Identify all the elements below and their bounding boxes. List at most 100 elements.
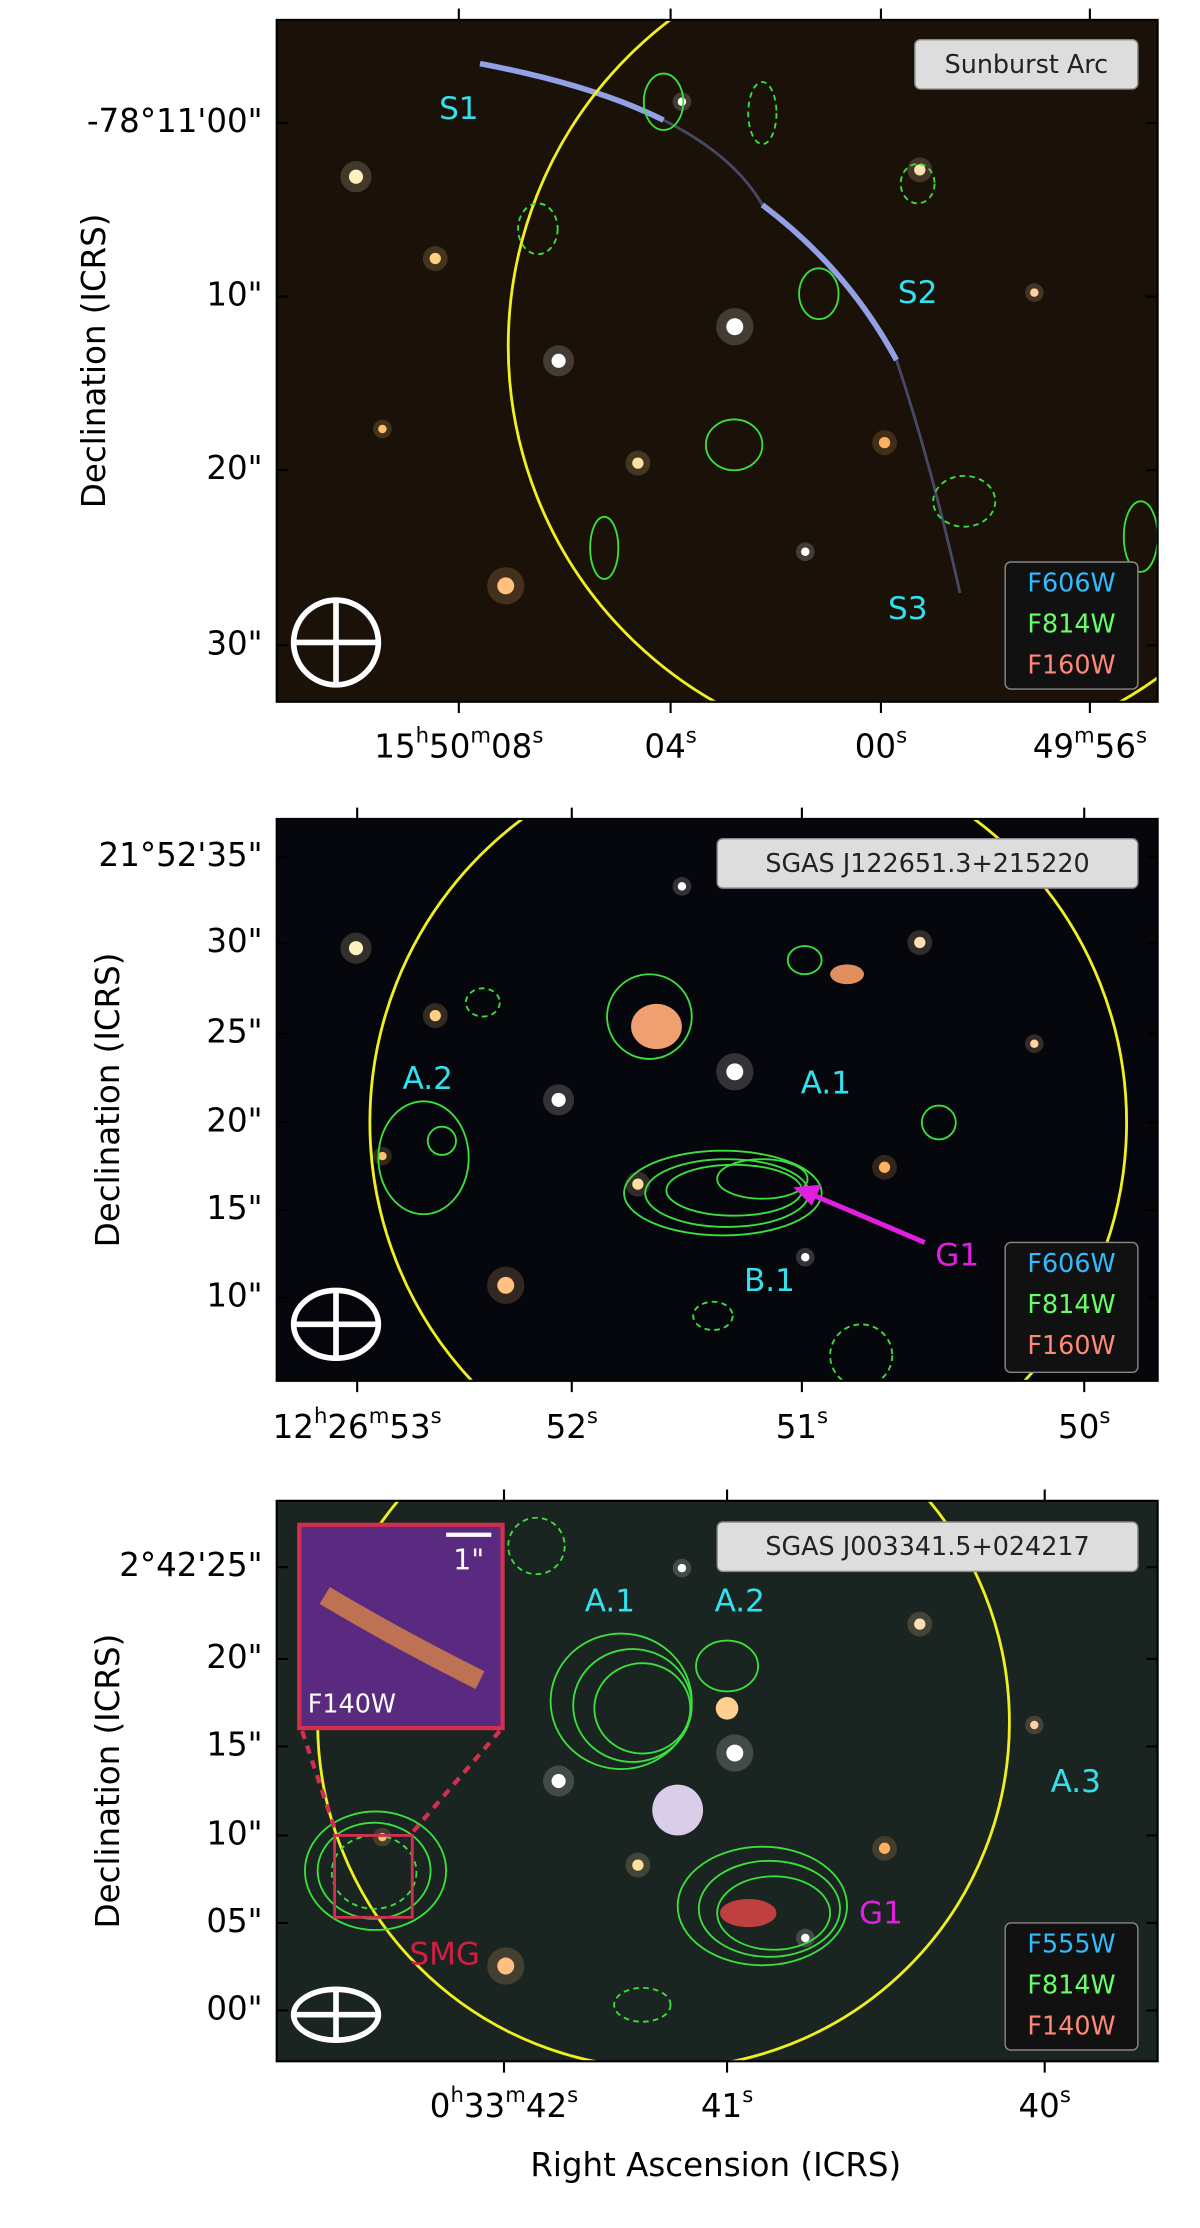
- star: [348, 169, 364, 184]
- panel-title: Sunburst Arc: [945, 49, 1109, 79]
- x-tick-label: 49m56s: [1033, 722, 1147, 766]
- filter-box: [1004, 561, 1139, 690]
- arc-s1: [479, 60, 665, 123]
- x-tick-label: 50s: [1058, 1402, 1110, 1445]
- star: [378, 1151, 387, 1161]
- star: [677, 97, 687, 106]
- star: [632, 1178, 644, 1190]
- title-box: [914, 38, 1139, 90]
- contour: [899, 162, 936, 205]
- y-tick-label: 20": [206, 449, 262, 487]
- panel-title: SGAS J122651.3+215220: [765, 848, 1089, 878]
- annotation: S1: [439, 91, 478, 127]
- filter-label: F160W: [1027, 1330, 1115, 1360]
- arrow-head: [793, 1184, 822, 1206]
- contour: [507, 1516, 566, 1576]
- contour: [623, 1149, 823, 1237]
- panel-frame: [275, 1499, 1159, 2063]
- x-tick-label: 0h33m42s: [430, 2081, 578, 2124]
- star: [726, 1744, 744, 1762]
- galaxy: [830, 964, 864, 985]
- contour: [426, 1125, 457, 1156]
- contour: [692, 1300, 734, 1331]
- y-axis-label: Declination (ICRS): [75, 214, 113, 509]
- annotation: B.1: [744, 1263, 795, 1299]
- star: [677, 1563, 687, 1573]
- contour: [704, 418, 764, 472]
- contour: [304, 1810, 448, 1931]
- contour: [593, 1662, 692, 1755]
- star: [348, 941, 364, 956]
- contour: [716, 1158, 809, 1200]
- filter-label: F555W: [1027, 1929, 1115, 1959]
- star: [1030, 1720, 1039, 1730]
- star: [429, 1009, 441, 1022]
- y-axis-label: Declination (ICRS): [89, 1634, 127, 1929]
- star: [632, 457, 644, 469]
- star: [914, 1618, 926, 1630]
- filter-label: F814W: [1027, 1969, 1115, 1999]
- inset: [297, 1522, 505, 1731]
- star: [497, 1957, 515, 1975]
- star: [551, 1774, 566, 1789]
- contour: [613, 1986, 672, 2023]
- contour: [330, 1834, 418, 1910]
- panel-frame: [275, 817, 1159, 1382]
- inset-connector: [300, 1729, 502, 1834]
- arc-s2: [760, 202, 899, 362]
- star: [878, 437, 891, 449]
- annotation: A.2: [715, 1583, 765, 1619]
- filter-label: F814W: [1027, 1289, 1115, 1319]
- y-tick-label: 15": [206, 1725, 262, 1763]
- x-tick-label: 41s: [701, 2081, 753, 2124]
- contour: [377, 1100, 470, 1216]
- smg-box: [333, 1834, 414, 1919]
- filter-label: F160W: [1027, 649, 1115, 679]
- star: [914, 164, 926, 176]
- contour: [716, 1875, 832, 1951]
- contour: [932, 474, 997, 528]
- arc-faint: [662, 118, 962, 594]
- contour: [695, 1639, 760, 1693]
- x-tick-label: 04s: [644, 722, 696, 766]
- y-tick-label: 05": [206, 1902, 262, 1940]
- star: [497, 577, 515, 595]
- contour: [829, 1323, 894, 1381]
- contour: [747, 81, 778, 146]
- star: [632, 1859, 644, 1871]
- title-box: [716, 838, 1139, 889]
- star: [726, 318, 744, 336]
- x-tick-label: 12h26m53s: [273, 1402, 442, 1445]
- contour: [676, 1845, 848, 1967]
- lensing-circle: [368, 818, 1128, 1381]
- annotation: A.1: [801, 1065, 851, 1101]
- y-tick-label: 10": [206, 1277, 262, 1315]
- filter-label: F606W: [1027, 1248, 1115, 1278]
- beam-cross: [293, 600, 379, 685]
- star: [801, 1933, 810, 1943]
- contour: [1122, 500, 1158, 573]
- y-tick-label: 10": [206, 276, 262, 314]
- filter-box: [1004, 1922, 1139, 2051]
- panel: SGAS J003341.5+024217 F555W F814W F140W A.1 A…: [89, 1489, 1159, 2125]
- panel: Sunburst Arc F606W F814W F160W S1 S2 S3 Declina…: [75, 8, 1159, 766]
- galaxy: [715, 1697, 739, 1720]
- y-tick-label: 20": [206, 1101, 262, 1139]
- y-tick-label: 10": [206, 1814, 262, 1852]
- star: [677, 882, 687, 891]
- star: [726, 1063, 744, 1081]
- star: [914, 936, 926, 949]
- star: [1030, 1039, 1039, 1048]
- y-tick-label: 00": [206, 1989, 262, 2027]
- star: [801, 547, 810, 556]
- beam-cross: [293, 1290, 379, 1359]
- contour: [642, 72, 685, 131]
- filter-box: [1004, 1241, 1139, 1374]
- y-tick-label: 30": [206, 624, 262, 662]
- x-tick-label: 00s: [855, 722, 907, 766]
- y-tick-label: 2°42'25": [119, 1546, 262, 1584]
- contour: [920, 1104, 957, 1141]
- lensing-circle: [506, 19, 1158, 702]
- filter-label: F814W: [1027, 609, 1115, 639]
